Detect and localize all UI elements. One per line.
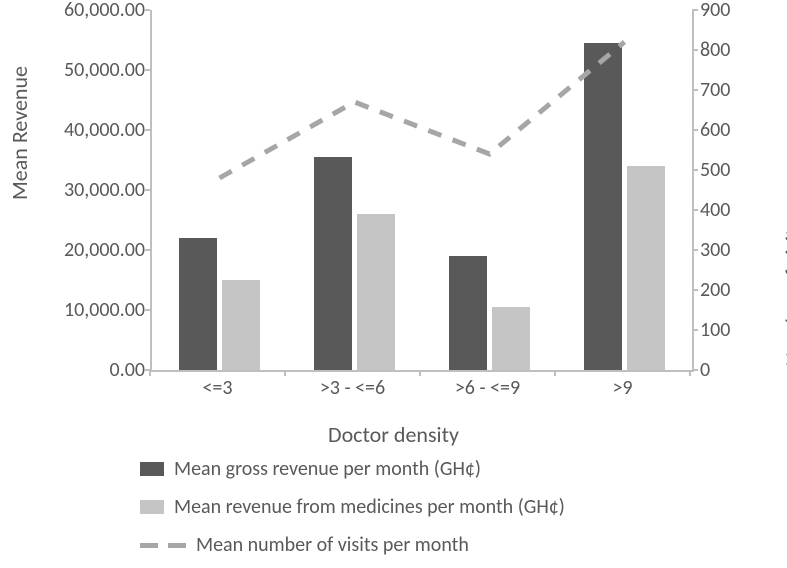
plot-area bbox=[150, 10, 694, 372]
legend-label: Mean gross revenue per month (GH¢) bbox=[174, 457, 481, 481]
y-left-tick-label: 10,000.00 bbox=[50, 298, 145, 322]
y-right-tick-label: 300 bbox=[700, 238, 730, 262]
trend-line bbox=[220, 42, 625, 178]
y-left-tick-label: 50,000.00 bbox=[50, 58, 145, 82]
legend-dash-icon bbox=[140, 538, 186, 552]
x-tick-label: >3 - <=6 bbox=[320, 376, 385, 400]
y-right-tick-label: 700 bbox=[700, 78, 730, 102]
chart-container: Mean Revenue Number of visits 0.00 10,000… bbox=[0, 0, 787, 568]
y-right-tick-label: 100 bbox=[700, 318, 730, 342]
y-left-tick-label: 20,000.00 bbox=[50, 238, 145, 262]
legend: Mean gross revenue per month (GH¢) Mean r… bbox=[140, 450, 565, 564]
legend-item: Mean number of visits per month bbox=[140, 526, 565, 564]
legend-swatch bbox=[140, 462, 164, 476]
x-tick-mark bbox=[554, 370, 556, 376]
y-right-tick-label: 400 bbox=[700, 198, 730, 222]
x-tick-mark bbox=[284, 370, 286, 376]
x-tick-mark bbox=[149, 370, 151, 376]
legend-swatch bbox=[140, 500, 164, 514]
x-tick-mark bbox=[689, 370, 691, 376]
y-left-tick-label: 0.00 bbox=[50, 358, 145, 382]
x-tick-label: >9 bbox=[612, 376, 632, 400]
x-tick-label: <=3 bbox=[202, 376, 232, 400]
y-right-tick-label: 0 bbox=[700, 358, 710, 382]
y-left-tick-label: 40,000.00 bbox=[50, 118, 145, 142]
y-right-tick-label: 500 bbox=[700, 158, 730, 182]
x-tick-mark bbox=[419, 370, 421, 376]
y-left-tick-label: 60,000.00 bbox=[50, 0, 145, 22]
legend-item: Mean revenue from medicines per month (G… bbox=[140, 488, 565, 526]
x-axis-label: Doctor density bbox=[0, 421, 787, 448]
legend-label: Mean number of visits per month bbox=[196, 533, 469, 557]
legend-label: Mean revenue from medicines per month (G… bbox=[174, 495, 565, 519]
x-tick-label: >6 - <=9 bbox=[455, 376, 520, 400]
y-right-tick-label: 200 bbox=[700, 278, 730, 302]
y-right-tick-label: 600 bbox=[700, 118, 730, 142]
y-right-axis-label: Number of visits bbox=[779, 220, 787, 366]
y-left-axis-label: Mean Revenue bbox=[6, 66, 33, 200]
y-right-tick-label: 900 bbox=[700, 0, 730, 22]
line-layer bbox=[152, 10, 692, 370]
y-left-tick-label: 30,000.00 bbox=[50, 178, 145, 202]
y-right-tick-label: 800 bbox=[700, 38, 730, 62]
legend-item: Mean gross revenue per month (GH¢) bbox=[140, 450, 565, 488]
